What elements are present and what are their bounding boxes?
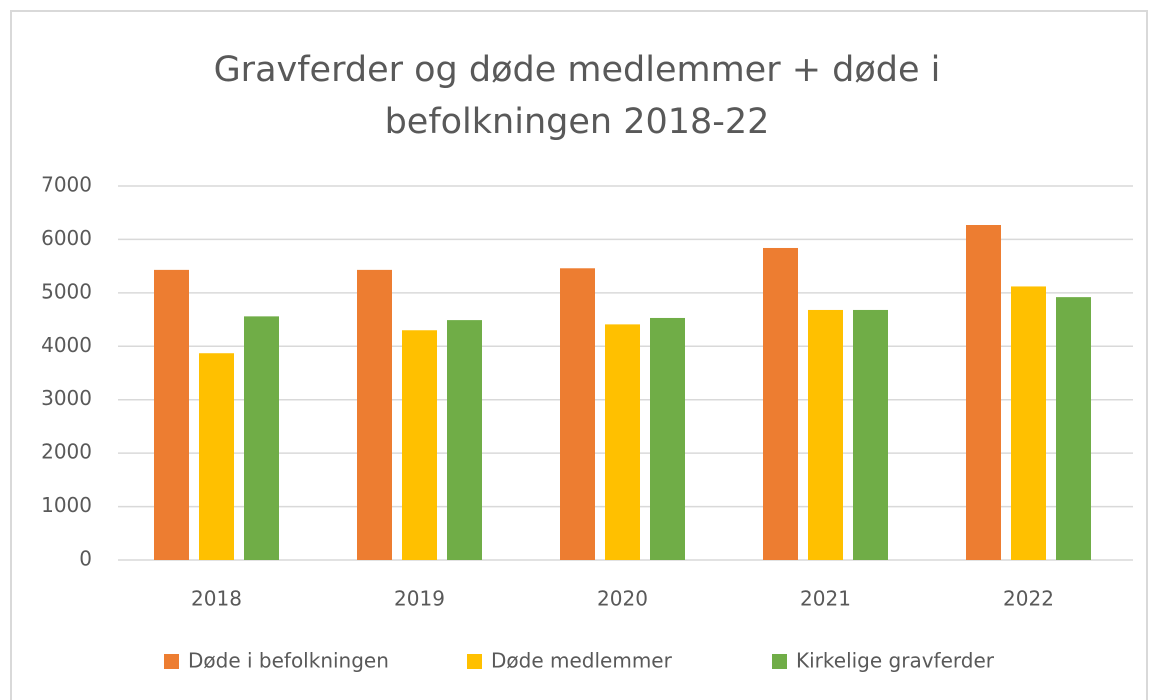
legend-swatch xyxy=(164,654,179,669)
y-tick-label: 6000 xyxy=(41,226,92,250)
legend-label: Døde medlemmer xyxy=(491,649,673,673)
bar xyxy=(402,330,437,560)
legend-swatch xyxy=(772,654,787,669)
x-tick-label: 2021 xyxy=(800,587,851,611)
bar xyxy=(605,324,640,560)
bar xyxy=(244,316,279,560)
x-tick-label: 2018 xyxy=(191,587,242,611)
y-tick-label: 7000 xyxy=(41,173,92,197)
x-tick-label: 2022 xyxy=(1003,587,1054,611)
bar xyxy=(199,353,234,560)
chart-title: Gravferder og døde medlemmer + døde i be… xyxy=(213,50,941,142)
bar xyxy=(966,225,1001,560)
y-tick-label: 2000 xyxy=(41,440,92,464)
bar xyxy=(447,320,482,560)
bar xyxy=(808,309,843,560)
bar xyxy=(154,269,189,560)
x-tick-label: 2019 xyxy=(394,587,445,611)
y-tick-label: 3000 xyxy=(41,386,92,410)
y-tick-label: 4000 xyxy=(41,333,92,357)
bar xyxy=(763,247,798,560)
x-tick-label: 2020 xyxy=(597,587,648,611)
y-tick-label: 1000 xyxy=(41,493,92,517)
bar xyxy=(853,309,888,560)
legend-label: Døde i befolkningen xyxy=(188,649,389,673)
bar xyxy=(357,269,392,560)
legend-swatch xyxy=(467,654,482,669)
bar xyxy=(1011,286,1046,560)
legend-label: Kirkelige gravferder xyxy=(796,649,995,673)
bar xyxy=(560,268,595,560)
y-tick-label: 0 xyxy=(79,547,92,571)
bar xyxy=(1056,297,1091,560)
bar xyxy=(650,317,685,560)
chart-frame xyxy=(10,10,1148,700)
y-tick-label: 5000 xyxy=(41,279,92,303)
